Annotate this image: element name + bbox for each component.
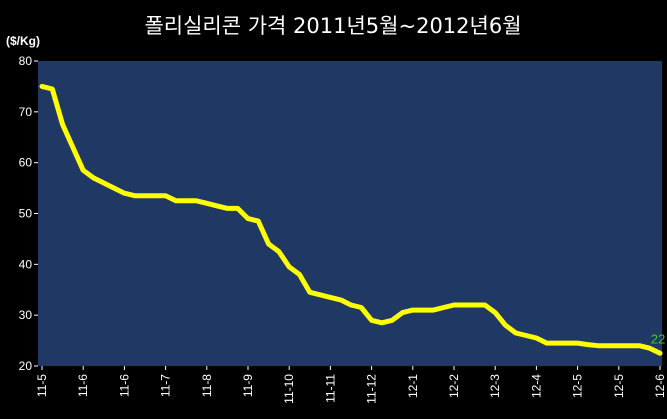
data-point [587,344,589,346]
x-tick-label: 11-10 [282,374,296,404]
data-point [82,169,84,171]
data-point [123,192,125,194]
data-point [391,319,393,321]
data-point [546,342,548,344]
data-point [577,342,579,344]
data-point [329,296,331,298]
data-point [41,85,43,87]
data-point [350,304,352,306]
data-point [566,342,568,344]
data-point [453,304,455,306]
data-point [257,220,259,222]
data-point [432,309,434,311]
data-point [226,207,228,209]
y-unit-label: ($/Kg) [6,34,40,48]
data-point [535,337,537,339]
x-tick-label: 12-2 [447,374,461,398]
data-point [288,266,290,268]
x-tick-label: 11-7 [159,374,173,397]
x-tick-label: 11-5 [35,374,49,397]
y-tick-label: 20 [19,359,33,373]
data-point [154,195,156,197]
data-point [113,187,115,189]
data-point [556,342,558,344]
chart-title: 폴리실리콘 가격 2011년5월~2012년6월 [144,14,521,38]
data-point [247,218,249,220]
x-tick-label: 12-5 [571,374,585,398]
data-point [608,345,609,347]
data-point [72,146,74,148]
data-point [381,322,383,324]
data-point [268,243,270,245]
data-point [51,88,53,90]
x-tick-label: 11-12 [365,374,379,404]
data-point [93,177,94,179]
data-point [196,200,197,202]
data-point [309,291,311,293]
x-tick-label: 11-6 [76,374,90,397]
data-point [597,345,599,347]
data-point [103,182,105,184]
y-tick-label: 70 [19,105,33,119]
data-point [484,304,486,306]
data-point [422,309,424,311]
data-point [443,307,445,308]
data-point [216,205,218,207]
data-point [494,312,496,314]
data-point [638,345,640,347]
data-point [515,332,517,334]
data-label-last: 22 [651,331,665,346]
x-tick-label: 12-1 [406,374,420,398]
y-axis: 20 30 40 50 60 70 80 [19,54,38,373]
data-point [649,347,651,349]
data-point [659,352,661,354]
data-point [360,307,362,308]
y-tick-label: 40 [19,257,33,271]
x-tick-label: 12-5 [612,374,626,398]
data-point [165,195,167,197]
x-axis: 11-5 11-6 11-6 11-7 11-8 11-9 11-10 11-11 11-12 1… [35,366,667,404]
y-tick-label: 30 [19,308,33,322]
data-point [618,345,620,347]
data-point [175,200,177,202]
x-tick-label: 11-8 [200,374,214,397]
plot-area [38,61,662,366]
data-point [299,274,300,275]
data-point [474,304,476,306]
data-point [237,207,239,209]
series-group [39,83,663,356]
data-point [402,312,403,314]
data-point [463,304,465,306]
data-point [278,251,280,253]
data-point [144,195,146,197]
x-tick-label: 11-11 [323,374,337,403]
x-tick-label: 12-6 [653,374,667,398]
data-point [62,124,64,125]
y-tick-label: 80 [19,54,33,68]
data-point [525,335,527,336]
x-tick-label: 11-9 [241,374,255,397]
data-point [319,294,321,296]
x-tick-label: 12-3 [488,374,502,398]
data-point [371,319,373,321]
data-point [134,195,136,197]
y-tick-label: 60 [19,156,33,170]
data-point [206,202,208,204]
data-point [505,324,506,326]
data-point [412,309,414,311]
data-point [628,345,630,347]
data-point [340,299,342,301]
x-tick-label: 12-4 [529,374,543,398]
data-point [185,200,187,202]
y-tick-label: 50 [19,207,33,221]
x-tick-label: 11-6 [117,374,131,397]
